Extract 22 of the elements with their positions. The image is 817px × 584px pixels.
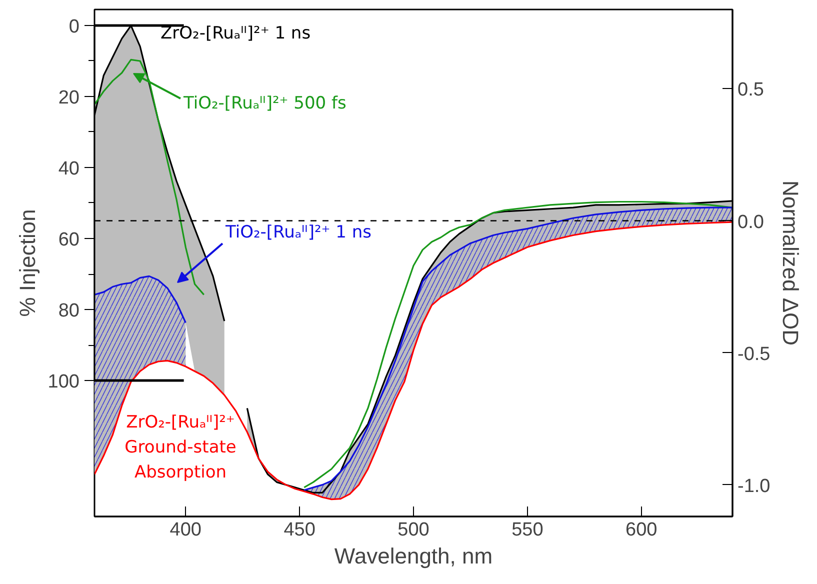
x-axis-title: Wavelength, nm (334, 544, 493, 568)
y-tick-label: 40 (58, 158, 80, 180)
x-tick-label: 550 (512, 520, 544, 540)
y2-axis-title: Normalized ΔOD (778, 180, 804, 346)
y-tick-label: 60 (58, 230, 80, 250)
y-axis-title: % Injection (14, 209, 40, 317)
y2-tick-label: 0.5 (738, 80, 764, 101)
annotation: ZrO₂-[Ruₐᴵᴵ]²⁺ Ground-state Absorption (124, 412, 236, 482)
y2-tick-label: -1.0 (738, 476, 770, 497)
annotation: ZrO₂-[Ruₐᴵᴵ]²⁺ 1 ns (160, 24, 311, 44)
annotation: TiO₂-[Ruₐᴵᴵ]²⁺ 1 ns (224, 222, 372, 242)
y2-tick-label: 0.0 (738, 212, 764, 233)
y-tick-label: 80 (58, 300, 80, 322)
y2-tick-label: -0.5 (738, 344, 770, 365)
x-tick-label: 600 (626, 520, 658, 540)
x-tick-label: 400 (170, 520, 202, 540)
x-tick-label: 450 (284, 520, 316, 540)
y-tick-label: 20 (58, 87, 80, 108)
annotation: TiO₂-[Ruₐᴵᴵ]²⁺ 500 fs (182, 94, 346, 114)
y-tick-label: 0 (68, 16, 80, 38)
x-tick-label: 500 (398, 520, 430, 540)
y-tick-label: 100 (48, 372, 80, 393)
